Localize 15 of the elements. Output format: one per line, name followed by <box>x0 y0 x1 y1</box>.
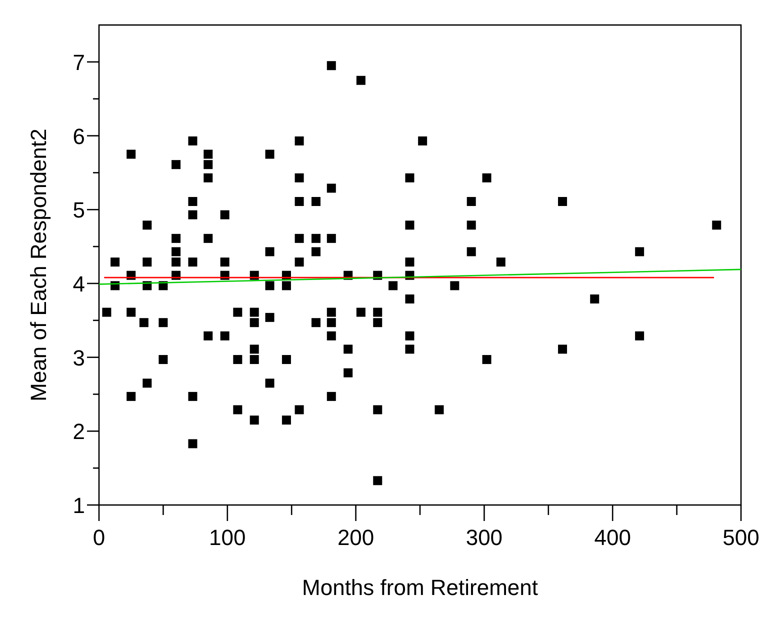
y-tick-label: 3 <box>72 345 85 370</box>
x-axis-title: Months from Retirement <box>302 575 538 600</box>
x-tick-label: 500 <box>722 525 760 550</box>
y-tick-label: 1 <box>72 493 85 518</box>
y-axis-title: Mean of Each Respondent2 <box>26 128 51 402</box>
x-tick-label: 100 <box>209 525 246 550</box>
x-tick-label: 0 <box>92 525 106 550</box>
y-tick-label: 5 <box>72 198 85 223</box>
y-tick-label: 2 <box>72 419 85 444</box>
y-tick-label: 4 <box>72 271 85 296</box>
x-tick-label: 300 <box>466 525 503 550</box>
x-tick-label: 400 <box>594 525 631 550</box>
x-tick-label: 200 <box>337 525 374 550</box>
y-tick-label: 6 <box>72 124 85 149</box>
y-tick-label: 7 <box>72 50 85 75</box>
